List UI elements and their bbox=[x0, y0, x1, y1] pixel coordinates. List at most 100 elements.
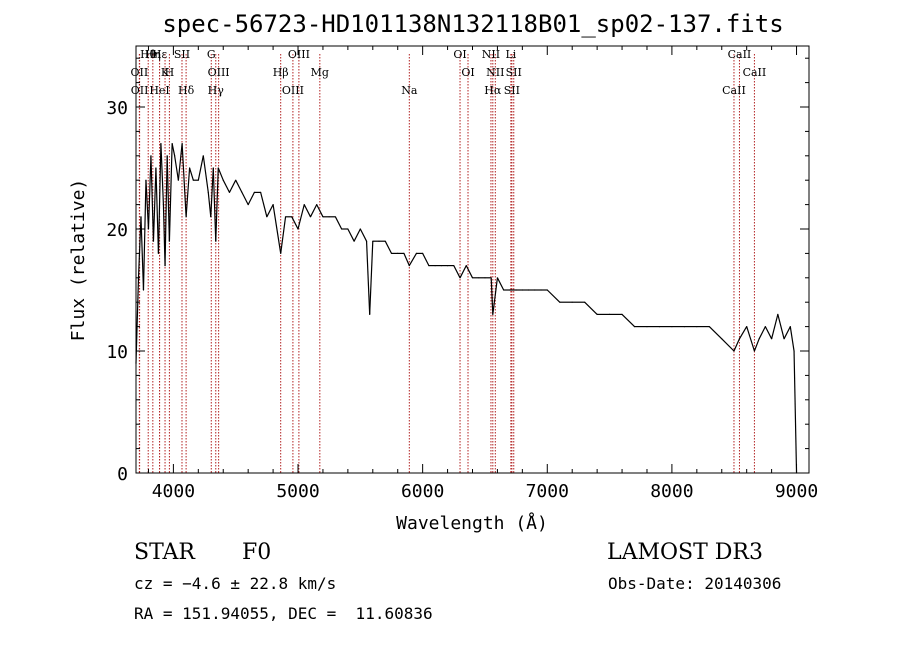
spectrum-point bbox=[746, 326, 748, 328]
spectrum-point bbox=[266, 216, 268, 218]
spectrum-segment bbox=[160, 143, 165, 205]
spectrum-point bbox=[171, 143, 173, 145]
emission-line-label: OI bbox=[453, 48, 466, 61]
spectrum-point bbox=[174, 155, 176, 157]
spectrum-segment bbox=[783, 326, 791, 340]
spectrum-segment bbox=[771, 314, 779, 339]
spectrum-segment bbox=[746, 326, 755, 352]
spectrum-segment bbox=[228, 179, 237, 193]
spectrum-segment bbox=[168, 143, 173, 242]
spectrum-segment bbox=[197, 155, 204, 181]
spectrum-point bbox=[415, 252, 418, 254]
spectrum-point bbox=[181, 143, 183, 145]
observation-date: Obs-Date: 20140306 bbox=[608, 574, 782, 593]
emission-line-label: NII bbox=[486, 66, 504, 79]
spectrum-segment bbox=[453, 265, 461, 279]
spectrum-segment bbox=[496, 277, 505, 291]
spectrum-point bbox=[328, 216, 330, 218]
spectrum-point bbox=[359, 228, 361, 230]
spectrum-segment bbox=[353, 228, 361, 242]
spectrum-segment bbox=[297, 204, 305, 230]
spectrum-point bbox=[241, 191, 243, 193]
spectrum-point bbox=[247, 204, 249, 206]
spectrum-point bbox=[633, 326, 636, 328]
spectrum-point bbox=[390, 252, 393, 254]
spectrum-point bbox=[584, 301, 586, 303]
emission-line-label: OIII bbox=[288, 48, 310, 61]
spectrum-segment bbox=[171, 143, 176, 156]
spectrum-point bbox=[217, 167, 219, 169]
spectrum-segment bbox=[316, 204, 324, 218]
spectrum-point bbox=[484, 277, 486, 279]
spectrum-segment bbox=[185, 167, 191, 217]
emission-line-label: SII bbox=[504, 84, 520, 97]
spectrum-point bbox=[177, 179, 179, 181]
spectrum-point bbox=[738, 338, 741, 340]
spectrum-point bbox=[157, 252, 160, 254]
spectrum-point bbox=[253, 191, 255, 193]
spectrum-point bbox=[683, 326, 685, 328]
spectrum-point bbox=[521, 289, 523, 291]
redshift-velocity: cz = −4.6 ± 22.8 km/s bbox=[134, 574, 337, 593]
spectrum-segment bbox=[164, 155, 168, 266]
spectrum-point bbox=[671, 326, 673, 328]
emission-line-label: Hβ bbox=[273, 66, 289, 79]
spectrum-segment bbox=[708, 326, 723, 340]
y-tick-label: 0 bbox=[117, 464, 128, 485]
spectrum-point bbox=[440, 265, 442, 267]
emission-line-markers bbox=[138, 54, 755, 473]
spectrum-point bbox=[291, 216, 293, 218]
emission-line-label: OII bbox=[131, 84, 149, 97]
spectrum-segment bbox=[334, 216, 343, 230]
spectrum-segment bbox=[260, 192, 268, 217]
emission-line-label: HeI bbox=[149, 84, 169, 97]
spectrum-segment bbox=[207, 192, 212, 217]
spectrum-segment bbox=[789, 326, 795, 352]
spectrum-segment bbox=[738, 326, 748, 340]
spectrum-point bbox=[297, 228, 299, 230]
spectrum-point bbox=[284, 216, 287, 218]
spectrum-point bbox=[515, 289, 517, 291]
spectrum-point bbox=[280, 252, 282, 254]
plot-frame bbox=[135, 45, 810, 474]
spectrum-segment bbox=[490, 277, 494, 315]
spectrum-point bbox=[771, 338, 773, 340]
spectrum-point bbox=[608, 313, 611, 315]
spectrum-point bbox=[571, 301, 573, 303]
spectrum-segment bbox=[721, 338, 735, 352]
spectrum-segment bbox=[303, 204, 312, 218]
spectrum-point bbox=[777, 313, 779, 315]
spectrum-segment bbox=[793, 350, 798, 474]
spectrum-point bbox=[471, 277, 474, 279]
spectrum-segment bbox=[266, 204, 274, 218]
x-tick-label: 7000 bbox=[526, 481, 569, 502]
spectrum-point bbox=[378, 240, 380, 242]
spectrum-point bbox=[384, 240, 386, 242]
spectrum-point bbox=[369, 313, 371, 315]
emission-line-label: OIII bbox=[208, 66, 230, 79]
spectrum-point bbox=[453, 265, 455, 267]
spectrum-segment bbox=[777, 314, 785, 339]
spectrum-segment bbox=[147, 155, 152, 230]
spectrum-segment bbox=[241, 192, 249, 205]
emission-line-label: Hθ bbox=[140, 48, 157, 61]
spectrum-segment bbox=[137, 216, 142, 278]
spectrum-point bbox=[222, 179, 224, 181]
spectrum-series bbox=[135, 143, 798, 474]
spectrum-segment bbox=[235, 179, 243, 193]
spectrum-point bbox=[168, 240, 171, 242]
emission-line-label: K bbox=[161, 66, 170, 79]
spectrum-segment bbox=[280, 216, 287, 254]
spectrum-point bbox=[210, 216, 212, 218]
spectrum-segment bbox=[155, 167, 160, 254]
spectrum-point bbox=[496, 277, 499, 279]
spectrum-point bbox=[303, 204, 305, 206]
object-class: STAR bbox=[134, 540, 195, 565]
spectrum-segment bbox=[166, 155, 171, 242]
spectrum-point bbox=[162, 204, 165, 206]
spectrum-segment bbox=[408, 253, 417, 266]
spectrum-segment bbox=[384, 240, 393, 254]
spectrum-segment bbox=[142, 180, 147, 291]
spectrum-point bbox=[527, 289, 530, 291]
chart-title: spec-56723-HD101138N132118B01_sp02-137.f… bbox=[162, 10, 783, 38]
